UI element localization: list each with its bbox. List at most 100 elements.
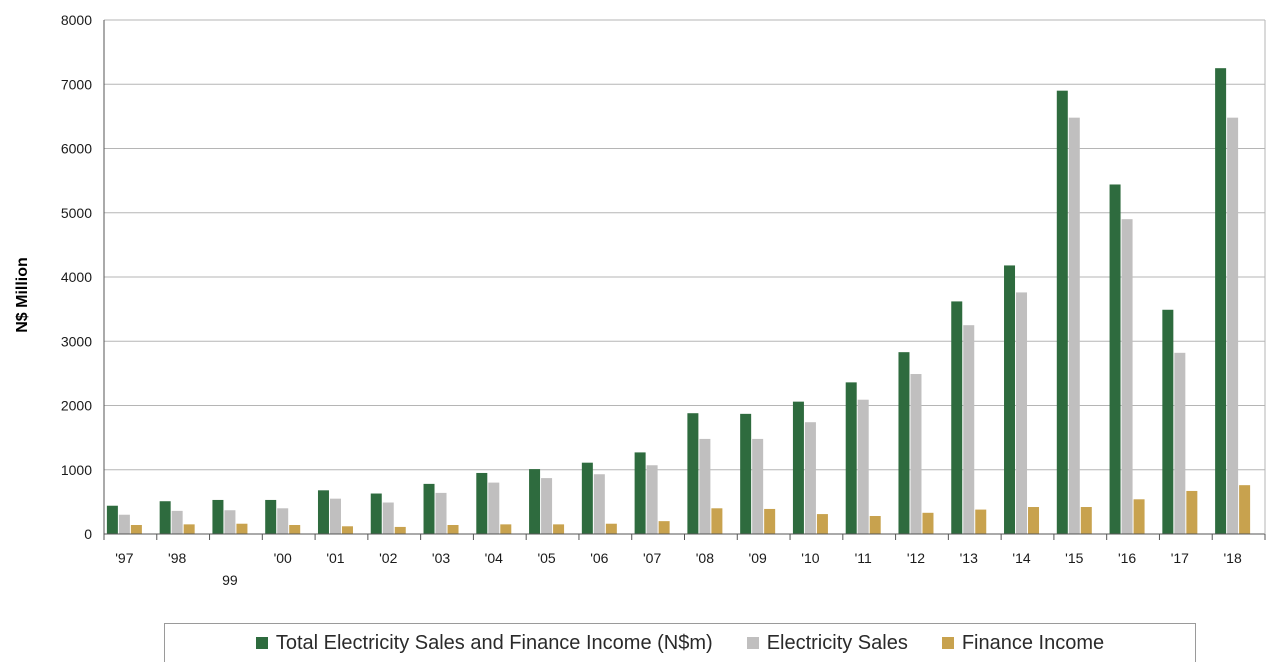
- x-tick-label: 99: [222, 572, 238, 588]
- y-tick-label: 2000: [61, 398, 92, 414]
- bar: [1174, 352, 1186, 534]
- x-tick-label: '08: [696, 550, 714, 566]
- bar: [171, 510, 183, 534]
- bar: [593, 474, 605, 534]
- bar: [329, 498, 341, 534]
- x-tick-label: '14: [1012, 550, 1030, 566]
- x-tick-labels: '97 '98 99 '00 '01 '02 '03 '04 '05 '06 '07 '08 '09 '1…: [115, 550, 1242, 588]
- bar: [1080, 507, 1092, 534]
- bar: [476, 472, 488, 534]
- bar: [857, 399, 869, 534]
- legend-item-electricity-sales: Electricity Sales: [746, 632, 908, 655]
- bar: [1162, 309, 1174, 534]
- bar: [541, 478, 553, 534]
- x-tick-label: '07: [643, 550, 661, 566]
- x-tick-label: '15: [1065, 550, 1083, 566]
- bar: [792, 401, 804, 534]
- bar: [711, 508, 723, 534]
- bar: [529, 469, 541, 534]
- legend-item-total: Total Electricity Sales and Finance Inco…: [255, 632, 713, 655]
- bar: [488, 482, 500, 534]
- gridlines: [104, 19, 1265, 471]
- bar: [1133, 499, 1145, 534]
- x-tick-label: '05: [537, 550, 555, 566]
- x-tick-label: '06: [590, 550, 608, 566]
- y-tick-label: 3000: [61, 333, 92, 349]
- bar: [869, 516, 881, 534]
- bar: [394, 526, 406, 534]
- bar: [236, 523, 248, 534]
- bar: [1016, 292, 1028, 534]
- x-tick-label: '00: [274, 550, 292, 566]
- y-tick-label: 4000: [61, 269, 92, 285]
- x-tick-label: '10: [801, 550, 819, 566]
- bar: [752, 438, 764, 534]
- bar: [212, 499, 224, 534]
- bar: [922, 512, 934, 534]
- bar: [1068, 117, 1080, 534]
- bar: [265, 499, 277, 534]
- bar: [341, 526, 353, 534]
- bar: [699, 438, 711, 534]
- bar: [646, 465, 658, 534]
- bar: [804, 422, 816, 534]
- bar: [1109, 184, 1121, 535]
- y-tick-label: 6000: [61, 141, 92, 157]
- bar: [423, 483, 435, 534]
- y-tick-label: 0: [84, 526, 92, 542]
- bar: [898, 352, 910, 534]
- legend-label-finance-income: Finance Income: [961, 631, 1105, 654]
- x-tick-label: '11: [855, 550, 872, 566]
- bar: [634, 452, 646, 534]
- bar: [1227, 117, 1239, 534]
- x-tick-label: '02: [379, 550, 397, 566]
- bar: [910, 374, 922, 534]
- bar: [500, 524, 512, 534]
- bar-chart: 0 1000 2000 3000 4000 5000 6000 7000 8000 '97 '98…: [14, 12, 1266, 588]
- bars: [106, 68, 1251, 535]
- x-tick-label: '01: [326, 550, 344, 566]
- bar: [277, 508, 289, 534]
- bar: [183, 524, 195, 534]
- bar: [435, 492, 447, 534]
- legend-swatch-total: [255, 637, 268, 649]
- bar: [687, 413, 699, 534]
- bar: [816, 514, 828, 534]
- bar: [289, 525, 301, 534]
- bar: [1239, 485, 1251, 534]
- x-tick-label: '04: [485, 550, 503, 566]
- bar: [1004, 265, 1016, 534]
- bar: [1056, 90, 1068, 535]
- bar: [845, 382, 857, 534]
- bar: [317, 490, 329, 534]
- bar: [764, 508, 776, 534]
- y-axis-label: N$ Million: [14, 257, 31, 333]
- x-tick-label: '03: [432, 550, 450, 566]
- x-tick-label: '17: [1171, 550, 1189, 566]
- bar: [1028, 507, 1040, 534]
- bar: [118, 514, 130, 534]
- bar: [1215, 68, 1227, 534]
- y-tick-label: 1000: [61, 462, 92, 478]
- bar: [963, 325, 975, 534]
- y-tick-labels: 0 1000 2000 3000 4000 5000 6000 7000 8000: [61, 12, 92, 542]
- x-tick-label: '09: [749, 550, 767, 566]
- bar: [370, 493, 382, 534]
- bar: [553, 524, 565, 534]
- y-tick-label: 7000: [61, 76, 92, 92]
- bar: [382, 502, 394, 534]
- bar: [740, 413, 752, 534]
- bar: [159, 501, 171, 534]
- bar: [605, 523, 617, 534]
- y-tick-label: 5000: [61, 205, 92, 221]
- bar: [581, 462, 593, 534]
- x-tick-label: '97: [115, 550, 133, 566]
- bar: [1186, 490, 1198, 534]
- bar: [106, 505, 118, 534]
- bar: [951, 301, 963, 534]
- bar: [658, 521, 670, 534]
- bar: [447, 525, 459, 534]
- bar: [1121, 219, 1133, 535]
- y-tick-label: 8000: [61, 12, 92, 28]
- bar: [224, 510, 236, 534]
